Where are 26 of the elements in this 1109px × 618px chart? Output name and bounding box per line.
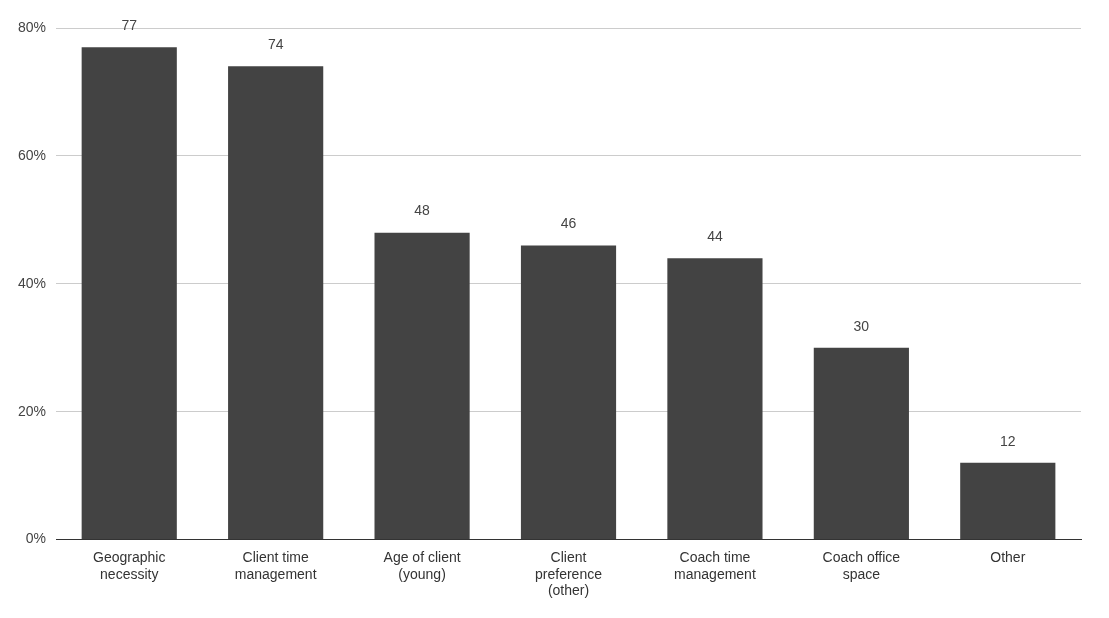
x-tick-label: Age of client (young) bbox=[383, 548, 461, 582]
bar bbox=[667, 258, 763, 540]
x-tick-label: Client time management bbox=[234, 548, 317, 582]
y-tick-label: 40% bbox=[17, 274, 47, 291]
x-tick-label: Coach office space bbox=[822, 548, 901, 582]
y-tick-label: 20% bbox=[17, 402, 47, 419]
x-tick-label: Other bbox=[990, 548, 1026, 565]
y-tick-label: 0% bbox=[25, 530, 47, 547]
data-label: 48 bbox=[414, 202, 431, 219]
bar bbox=[228, 66, 324, 540]
bar bbox=[960, 462, 1056, 540]
bar bbox=[374, 232, 470, 540]
x-tick-label: Client preference (other) bbox=[535, 548, 603, 599]
bar bbox=[520, 245, 617, 540]
data-label: 74 bbox=[267, 36, 284, 53]
data-label: 30 bbox=[853, 317, 870, 334]
data-label: 46 bbox=[560, 215, 577, 232]
x-tick-label: Coach time management bbox=[674, 548, 756, 582]
x-tick-label: Geographic necessity bbox=[93, 548, 166, 582]
data-label: 77 bbox=[121, 17, 138, 34]
y-tick-label: 80% bbox=[17, 18, 47, 35]
data-label: 12 bbox=[1000, 432, 1016, 449]
y-tick-label: 60% bbox=[17, 146, 47, 163]
bar bbox=[81, 47, 177, 540]
data-label: 44 bbox=[707, 228, 723, 245]
bar bbox=[813, 347, 909, 540]
